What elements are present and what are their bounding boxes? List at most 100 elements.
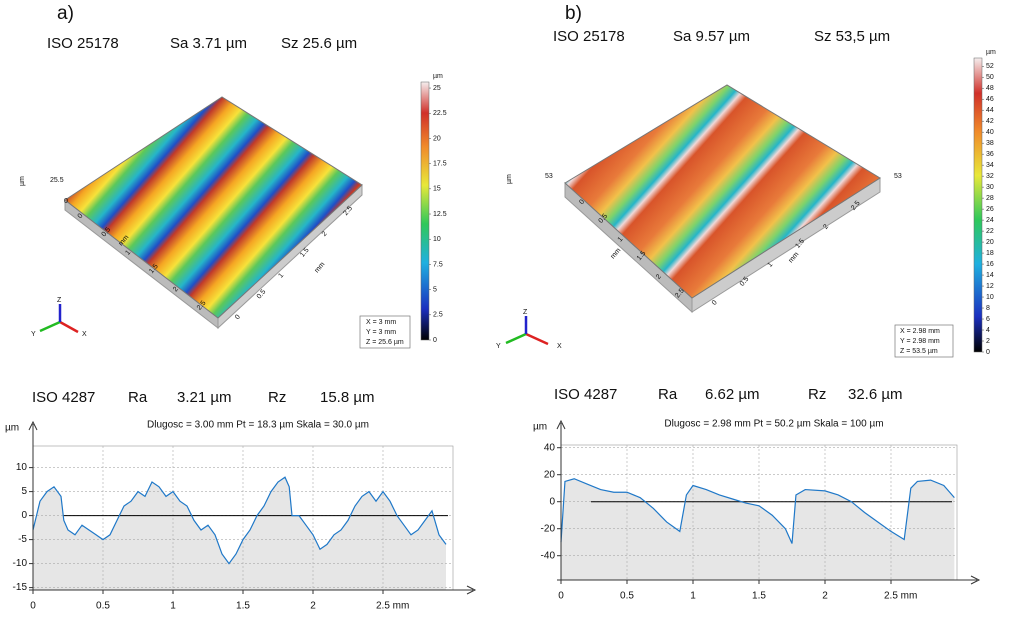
surface-y-tick-label: 2.5 xyxy=(850,200,862,212)
colorbar-tick-label: 20 xyxy=(433,135,441,142)
triad-label: X xyxy=(82,331,87,338)
x-tick-label: 2 xyxy=(822,591,828,602)
ra-label: Ra xyxy=(658,386,678,403)
info-text: Y = 3 mm xyxy=(366,329,396,336)
surface-y-tick-label: 2 xyxy=(822,223,830,231)
surface-y-tick-label: 0.5 xyxy=(256,288,268,300)
x-tick-label: 0.5 xyxy=(620,591,634,602)
y-tick-label: 5 xyxy=(21,486,27,497)
y-tick-label: 0 xyxy=(21,510,27,521)
info-box xyxy=(894,324,954,358)
colorbar-tick-label: 5 xyxy=(433,286,437,293)
profile-line xyxy=(32,476,447,565)
panel-label: b) xyxy=(565,3,582,24)
rz-label: Rz xyxy=(808,386,826,403)
y-tick-label: 20 xyxy=(544,469,556,480)
colorbar-tick-label: 24 xyxy=(986,217,994,224)
surface-y-tick-label: 2 xyxy=(321,230,329,238)
triad-label: Z xyxy=(523,309,528,316)
colorbar-tick-label: 15 xyxy=(433,186,441,193)
ra-value: 3.21 µm xyxy=(177,389,232,406)
surface-3d xyxy=(564,84,881,299)
colorbar-tick-label: 28 xyxy=(986,195,994,202)
colorbar-tick-label: 30 xyxy=(986,184,994,191)
colorbar-tick-label: 14 xyxy=(986,272,994,279)
x-tick-label: 1 xyxy=(690,591,696,602)
colorbar-tick-label: 40 xyxy=(986,129,994,136)
surface-3d xyxy=(64,96,363,319)
axis-triad: X Y Z X Y Z xyxy=(31,297,562,350)
surface-x-tick-label: 0 xyxy=(578,199,586,207)
rz-label: Rz xyxy=(268,389,286,406)
chart-title: Dlugosc = 2.98 mm Pt = 50.2 µm Skala = 1… xyxy=(664,419,883,430)
surface-y-tick-label: 1.5 xyxy=(794,238,806,250)
colorbar xyxy=(420,81,430,341)
info-text: X = 2.98 mm xyxy=(900,328,940,335)
colorbar-tick-label: 2 xyxy=(986,338,990,345)
sz-value: Sz 53,5 µm xyxy=(814,28,890,45)
colorbar-tick-label: 38 xyxy=(986,140,994,147)
surface-y-tick-label: 1 xyxy=(767,261,775,269)
colorbar-tick-label: 2.5 xyxy=(433,312,443,319)
surface-x-tick-label: 2 xyxy=(172,286,180,294)
colorbar-tick-label: 10 xyxy=(433,236,441,243)
info-text: X = 3 mm xyxy=(366,319,396,326)
y-tick-label: 10 xyxy=(16,462,28,473)
colorbar-tick-label: 32 xyxy=(986,173,994,180)
y-tick-label: 0 xyxy=(549,496,555,507)
colorbar-tick-label: 20 xyxy=(986,239,994,246)
surface-x-tick-label: 1 xyxy=(617,236,625,244)
surface-y-tick-label: 1 xyxy=(277,272,285,280)
chart-title: Dlugosc = 3.00 mm Pt = 18.3 µm Skala = 3… xyxy=(147,420,369,431)
axis-arrow xyxy=(970,575,981,585)
z-label: 53 xyxy=(894,173,902,180)
y-tick-label: -15 xyxy=(13,582,28,593)
surface-x-tick-label: 1.5 xyxy=(636,250,648,262)
ra-value: 6.62 µm xyxy=(705,386,760,403)
colorbar-tick-label: 12 xyxy=(986,283,994,290)
info-text: Z = 25.6 µm xyxy=(366,339,404,346)
x-tick-label: 0.5 xyxy=(96,601,110,612)
sz-value: Sz 25.6 µm xyxy=(281,35,357,52)
x-tick-label: 0 xyxy=(558,591,564,602)
colorbar-tick-label: 22 xyxy=(986,228,994,235)
surface-x-tick-label: 0.5 xyxy=(597,213,609,225)
triad-label: Z xyxy=(57,297,62,304)
x-tick-label: 2.5 mm xyxy=(884,591,917,602)
x-tick-label: 2.5 mm xyxy=(376,601,409,612)
surface-unit: mm xyxy=(788,251,801,265)
surface-x-tick-label: 0 xyxy=(77,212,85,220)
iso-standard: ISO 4287 xyxy=(554,386,617,403)
colorbar-unit: µm xyxy=(986,49,996,56)
colorbar-tick-label: 36 xyxy=(986,151,994,158)
colorbar-tick-label: 25 xyxy=(433,85,441,92)
axis-arrow xyxy=(28,420,38,431)
colorbar-tick-label: 52 xyxy=(986,63,994,70)
surface-y-tick-label: 2.5 xyxy=(342,205,354,217)
z-zero: 0 xyxy=(64,198,68,205)
surface-y-tick-label: 0.5 xyxy=(739,276,751,288)
colorbar-tick-label: 44 xyxy=(986,107,994,114)
axis-arrow xyxy=(556,419,566,430)
rz-value: 32.6 µm xyxy=(848,386,903,403)
y-axis-label: µm xyxy=(5,423,19,434)
colorbar-tick-label: 17.5 xyxy=(433,160,447,167)
colorbar-tick-label: 48 xyxy=(986,85,994,92)
panel-label: a) xyxy=(57,3,74,24)
surface-y-tick-label: 0 xyxy=(234,314,242,322)
surface-x-tick-label: 2.5 xyxy=(674,287,686,299)
x-tick-label: 1.5 xyxy=(236,601,250,612)
colorbar-tick-label: 16 xyxy=(986,261,994,268)
z-unit: µm xyxy=(19,176,26,186)
colorbar-tick-label: 12.5 xyxy=(433,211,447,218)
surface-unit: mm xyxy=(610,247,623,261)
surface-y-tick-label: 1.5 xyxy=(299,247,311,259)
z-unit: µm xyxy=(506,174,513,184)
z-label: 25.5 xyxy=(50,177,64,184)
triad-label: X xyxy=(557,343,562,350)
y-tick-label: -5 xyxy=(18,534,27,545)
iso-standard: ISO 25178 xyxy=(553,28,625,45)
colorbar-tick-label: 4 xyxy=(986,327,990,334)
colorbar-unit: µm xyxy=(433,73,443,80)
